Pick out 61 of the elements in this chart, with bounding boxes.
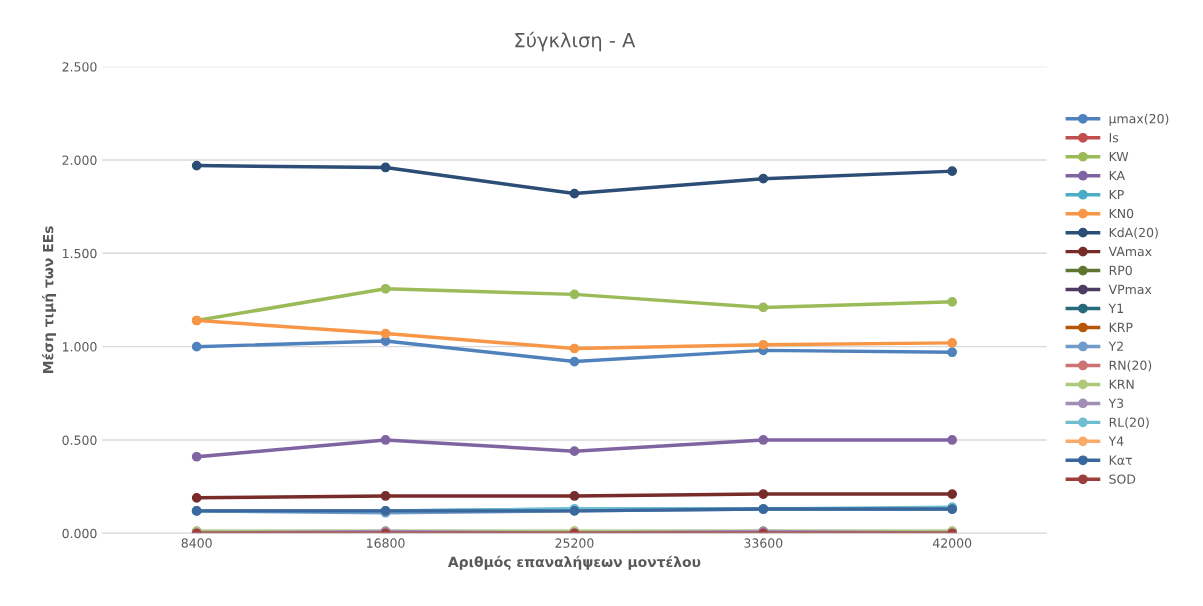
point <box>947 347 958 358</box>
point <box>569 188 580 199</box>
legend-label: Is <box>1109 133 1119 143</box>
point <box>758 302 769 313</box>
legend-label: KdA(20) <box>1109 227 1158 239</box>
point <box>380 336 391 346</box>
y-tick-label: 1.000 <box>62 342 97 352</box>
point <box>947 489 958 499</box>
point <box>569 356 580 367</box>
legend-label: Y4 <box>1108 436 1124 446</box>
point <box>758 489 769 499</box>
point <box>191 160 202 171</box>
point <box>380 162 391 173</box>
point <box>569 446 580 457</box>
legend-label: Y3 <box>1108 398 1124 408</box>
legend-label: Y2 <box>1108 341 1123 351</box>
legend-label: KN0 <box>1109 208 1134 219</box>
point <box>380 328 391 339</box>
point <box>758 339 769 350</box>
legend-label: Kατ <box>1109 455 1132 465</box>
y-tick-label: 0.000 <box>62 528 97 539</box>
x-axis-title: Αριθμός επαναλήψεων μοντέλου <box>447 555 701 570</box>
legend-label: VPmax <box>1108 284 1152 295</box>
legend-label: KP <box>1109 189 1124 200</box>
point <box>947 435 958 445</box>
legend-label: RP0 <box>1109 265 1132 276</box>
legend-label: RL(20) <box>1109 417 1149 429</box>
x-tick-label: 42000 <box>932 538 972 548</box>
legend-label: μmax(20) <box>1109 113 1169 126</box>
y-tick-label: 2.500 <box>62 62 97 72</box>
chart-title: Σύγκλιση - A <box>515 31 636 52</box>
legend-label: KA <box>1109 170 1125 181</box>
point <box>191 341 202 352</box>
point <box>569 491 580 501</box>
point <box>758 435 769 445</box>
x-tick-label: 16800 <box>367 538 405 548</box>
point <box>569 289 580 300</box>
point <box>380 283 391 294</box>
point <box>947 296 958 307</box>
y-axis-title: Μέση τιμή των EEs <box>42 226 57 374</box>
legend-label: RN(20) <box>1109 360 1152 372</box>
legend-label: KRN <box>1109 379 1134 389</box>
point <box>947 166 958 177</box>
point <box>758 173 769 184</box>
x-tick-label: 8400 <box>181 538 212 548</box>
legend-label: Y1 <box>1108 303 1123 313</box>
point <box>569 343 580 354</box>
legend-label: SOD <box>1109 474 1136 484</box>
x-tick-label: 33600 <box>744 538 783 548</box>
y-tick-label: 0.500 <box>62 435 97 445</box>
y-tick-label: 1.500 <box>62 248 97 259</box>
point <box>191 492 202 503</box>
legend-label: KW <box>1109 152 1129 162</box>
point <box>380 491 391 501</box>
point <box>947 338 958 348</box>
y-tick-label: 2.000 <box>62 155 97 165</box>
legend-label: VAmax <box>1108 246 1152 257</box>
point <box>191 451 202 462</box>
legend-label: KRP <box>1109 322 1133 332</box>
x-tick-label: 25200 <box>555 538 594 548</box>
point <box>380 435 391 445</box>
